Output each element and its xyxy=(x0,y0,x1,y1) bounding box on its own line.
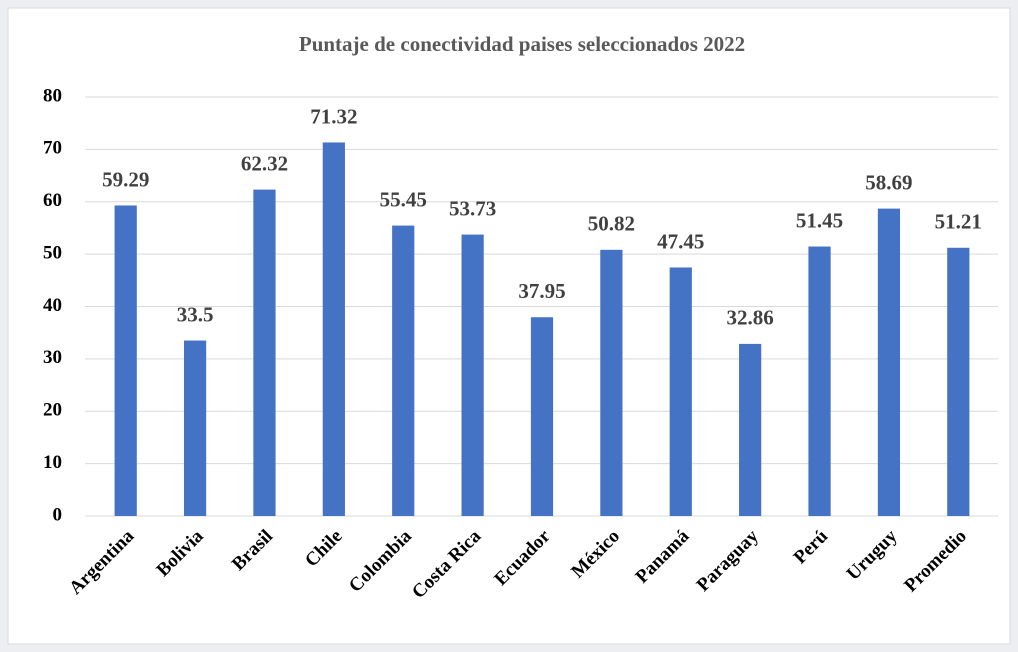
bar xyxy=(669,267,692,516)
chart-title: Puntaje de conectividad paises seleccion… xyxy=(299,32,745,56)
data-label: 71.32 xyxy=(310,104,357,128)
data-label: 58.69 xyxy=(865,170,912,194)
y-tick-label: 0 xyxy=(53,504,63,525)
bar xyxy=(392,225,415,516)
bar xyxy=(322,142,345,517)
data-label: 37.95 xyxy=(518,279,565,303)
data-label: 51.45 xyxy=(796,208,843,232)
data-label: 55.45 xyxy=(380,187,427,211)
bar xyxy=(808,246,831,516)
bar xyxy=(461,234,484,517)
y-tick-label: 30 xyxy=(43,347,62,368)
y-tick-label: 40 xyxy=(43,295,62,316)
y-tick-label: 50 xyxy=(43,242,62,263)
bar xyxy=(530,317,554,516)
bar xyxy=(877,208,901,516)
data-label: 62.32 xyxy=(241,151,288,175)
bar xyxy=(947,247,970,516)
data-label: 51.21 xyxy=(935,210,982,234)
bar xyxy=(114,205,137,516)
chart-area xyxy=(7,7,1011,645)
y-tick-label: 80 xyxy=(43,85,62,106)
y-tick-label: 10 xyxy=(43,452,62,473)
y-tick-label: 60 xyxy=(43,190,62,211)
bar xyxy=(253,189,276,516)
data-label: 33.5 xyxy=(177,302,214,326)
data-label: 47.45 xyxy=(657,229,704,253)
y-tick-label: 20 xyxy=(43,400,62,421)
bar xyxy=(600,249,623,516)
data-label: 32.86 xyxy=(727,306,774,330)
y-tick-label: 70 xyxy=(43,138,62,159)
data-label: 50.82 xyxy=(588,212,635,236)
bar xyxy=(739,343,762,516)
data-label: 59.29 xyxy=(102,167,149,191)
bar xyxy=(183,340,207,516)
data-label: 53.73 xyxy=(449,196,496,220)
